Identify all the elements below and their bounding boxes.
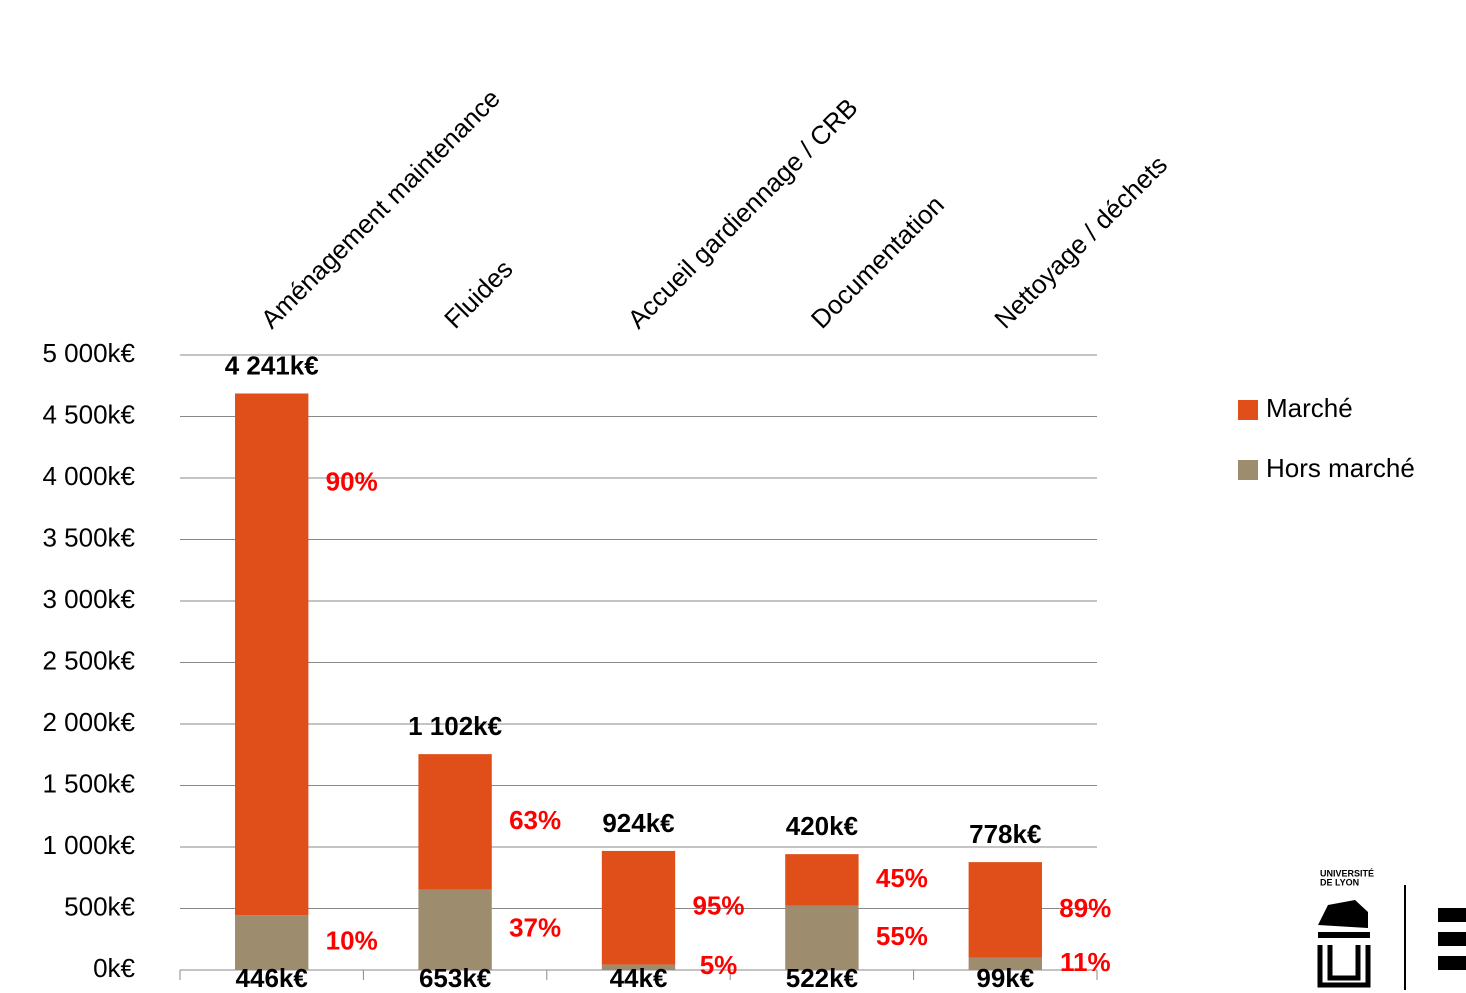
y-tick-label: 4 500k€ — [42, 399, 135, 429]
legend-swatch — [1238, 460, 1258, 480]
bar-segment — [968, 957, 1042, 970]
share-label: 89% — [1059, 893, 1111, 923]
share-label: 63% — [509, 805, 561, 835]
legend-swatch — [1238, 400, 1258, 420]
y-tick-label: 1 000k€ — [42, 830, 135, 860]
share-label: 45% — [876, 863, 928, 893]
y-tick-label: 4 000k€ — [42, 461, 135, 491]
value-label: 420k€ — [786, 811, 858, 841]
logo-u — [1317, 945, 1371, 988]
y-tick-label: 1 500k€ — [42, 768, 135, 798]
bar-segment — [418, 889, 492, 970]
bar-segment — [235, 393, 309, 916]
legend-label: Hors marché — [1266, 453, 1415, 483]
share-label: 11% — [1060, 947, 1111, 977]
x-tick-label: Nettoyage / déchets — [988, 149, 1173, 334]
value-label: 1 102k€ — [408, 711, 502, 741]
share-label: 10% — [326, 925, 378, 955]
logo-bar — [1318, 932, 1370, 938]
value-label: 99k€ — [976, 963, 1034, 993]
y-tick-label: 0k€ — [93, 953, 135, 983]
bar-segment — [785, 905, 859, 970]
y-tick-label: 500k€ — [64, 891, 135, 921]
value-label: 924k€ — [602, 808, 674, 838]
logo-lion — [1318, 900, 1368, 928]
share-label: 5% — [700, 950, 738, 980]
bar-segment — [235, 915, 309, 970]
value-label: 653k€ — [419, 963, 491, 993]
bar-segment — [785, 854, 859, 906]
logo-e — [1438, 956, 1466, 970]
bar-segment — [601, 850, 676, 965]
y-tick-label: 3 500k€ — [42, 522, 135, 552]
value-label: 4 241k€ — [225, 350, 319, 380]
share-label: 95% — [692, 891, 744, 921]
share-label: 90% — [326, 466, 378, 496]
y-tick-label: 2 000k€ — [42, 707, 135, 737]
value-label: 778k€ — [969, 819, 1041, 849]
share-label: 55% — [876, 921, 928, 951]
y-tick-label: 5 000k€ — [42, 338, 135, 368]
y-tick-label: 2 500k€ — [42, 645, 135, 675]
bar-segment — [968, 862, 1042, 958]
logo-text: DE LYON — [1320, 877, 1359, 887]
value-label: 522k€ — [786, 963, 858, 993]
legend-label: Marché — [1266, 393, 1353, 423]
logo-text: UNIVERSITÉ — [1320, 868, 1374, 878]
x-tick-label: Documentation — [805, 189, 950, 334]
logo-e — [1438, 908, 1466, 922]
x-tick-label: Fluides — [438, 254, 518, 334]
y-tick-label: 3 000k€ — [42, 584, 135, 614]
logo: UNIVERSITÉ DE LYON — [1317, 868, 1466, 990]
value-label: 44k€ — [610, 963, 668, 993]
bar-segment — [418, 754, 492, 890]
bar-segment — [601, 964, 676, 970]
value-label: 446k€ — [236, 963, 308, 993]
share-label: 37% — [509, 913, 561, 943]
logo-e — [1438, 932, 1466, 946]
